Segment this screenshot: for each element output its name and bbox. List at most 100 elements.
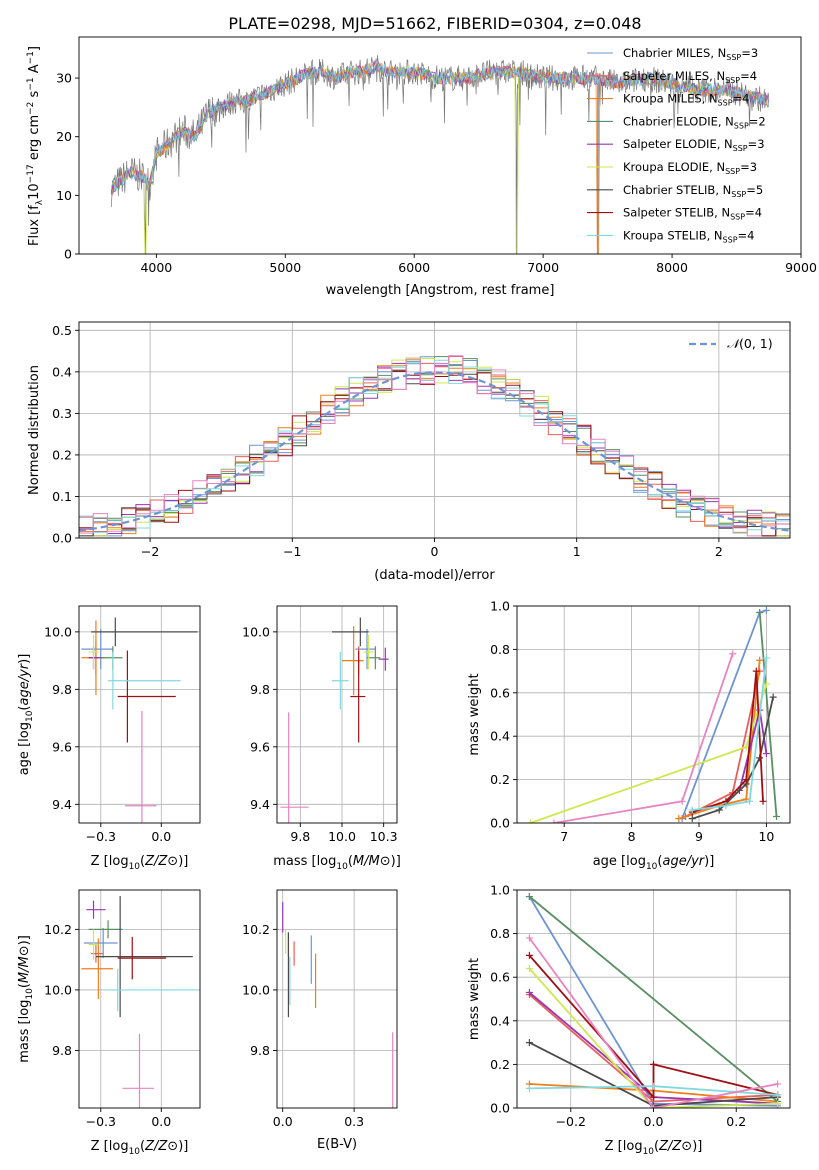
y-tick-label: 0.4 (490, 1013, 510, 1028)
x-axis-label: Z [log10(Z/Z⊙)] (605, 1139, 703, 1157)
mass-vs-extinction-panel: 0.0 0.3 9.8 10.0 10.2 E(B-V) (242, 889, 398, 1152)
y-tick-label: 9.8 (250, 682, 270, 697)
weight-marker-pink (525, 934, 533, 942)
y-tick-label: 1.0 (490, 599, 510, 614)
y-tick-label: 0.1 (52, 489, 72, 504)
weight-marker-salpeter_stelib (525, 951, 533, 959)
weight-marker-salpeter_elodie (525, 988, 533, 996)
weight-marker-salpeter_stelib (650, 1060, 657, 1068)
y-tick-label: 0.2 (490, 772, 510, 787)
legend-entry-kroupa_stelib: Kroupa STELIB, NSSP=4 (623, 228, 754, 244)
y-tick-label: 0.8 (490, 926, 510, 941)
x-tick-label: 0 (431, 544, 439, 559)
x-tick-label: 10.0 (328, 829, 356, 844)
y-tick-label: 0.6 (490, 685, 510, 700)
normal-reference-curve (79, 371, 790, 532)
weight-marker-chabrier_elodie (756, 609, 764, 617)
y-tick-label: 0.0 (490, 1101, 510, 1116)
y-tick-label: 0.8 (490, 642, 510, 657)
legend-entry-chabrier_miles: Chabrier MILES, NSSP=3 (623, 46, 758, 62)
y-tick-label: 9.8 (52, 1043, 72, 1058)
x-tick-label: −0.3 (86, 1114, 116, 1129)
y-tick-label: 10.0 (44, 982, 72, 997)
axes-frame (516, 605, 791, 824)
y-axis-label: mass weight (467, 958, 482, 1040)
weight-marker-pink (774, 1080, 782, 1088)
x-axis-label: mass [log10(M/M⊙)] (273, 854, 401, 872)
y-tick-label: 0.0 (490, 816, 510, 831)
weight-line-chabrier_elodie (528, 895, 779, 1103)
plot-area (81, 896, 198, 1108)
x-tick-label: 8 (628, 829, 636, 844)
age-vs-metallicity-panel: −0.3 0.0 9.4 9.6 9.8 10.0 Z [log10(Z/Z⊙)] age [… (17, 605, 201, 872)
weight-marker-pink (650, 1104, 657, 1108)
weight-line-pink (553, 653, 734, 823)
y-axis-label: mass weight (467, 673, 482, 755)
x-axis-label: Z [log10(Z/Z⊙)] (91, 1139, 189, 1157)
x-axis-label: age [log10(age/yr)] (593, 854, 715, 872)
y-tick-label: 0.4 (490, 729, 510, 744)
legend-entry-chabrier_elodie: Chabrier ELODIE, NSSP=2 (623, 114, 766, 130)
axes-frame (78, 889, 201, 1109)
weight-marker-salpeter_stelib (650, 1093, 657, 1101)
weight-marker-kroupa_stelib (525, 1084, 533, 1092)
x-axis-label: wavelength [Angstrom, rest frame] (326, 283, 555, 298)
x-tick-label: 2 (715, 544, 723, 559)
axes-frame (78, 605, 201, 824)
x-tick-label: 7 (560, 829, 568, 844)
weight-line-kroupa_stelib (692, 657, 768, 811)
legend-entry-kroupa_elodie: Kroupa ELODIE, NSSP=3 (623, 160, 757, 176)
weight-marker-pink (729, 650, 737, 658)
y-tick-label: 0.2 (490, 1057, 510, 1072)
weight-line-kroupa_miles (678, 660, 761, 820)
weight-vs-age-panel: 7 8 9 10 0.0 0.2 0.4 0.6 0.8 1.0 age [log10(age/yr… (467, 599, 791, 872)
axes-frame (78, 36, 802, 255)
mass-vs-metallicity-panel: −0.3 0.0 9.8 10.0 10.2 Z [log10(Z/Z⊙)] mass [l… (17, 889, 201, 1157)
x-tick-label: 7000 (527, 260, 559, 275)
axes-frame (276, 605, 398, 824)
y-tick-label: 9.8 (52, 682, 72, 697)
weight-marker-salpeter_stelib (759, 797, 767, 805)
weight-marker-kroupa_miles (756, 656, 764, 664)
y-tick-label: 0.5 (52, 323, 72, 338)
y-tick-label: 10.0 (44, 624, 72, 639)
y-axis-label: Flux [fλ10−17 erg cm−2 s−1 A−1] (26, 46, 45, 246)
weight-marker-chabrier_stelib (688, 815, 696, 823)
weight-marker-kroupa_stelib (688, 806, 696, 814)
legend-entry-normal: 𝒩(0, 1) (727, 336, 773, 351)
x-tick-label: 0.0 (644, 1114, 664, 1129)
y-tick-label: 10.0 (242, 624, 270, 639)
y-tick-label: 0.3 (52, 406, 72, 421)
x-tick-label: 9000 (785, 260, 817, 275)
y-tick-label: 10.0 (242, 982, 270, 997)
y-tick-label: 0 (64, 247, 72, 262)
axes-frame (276, 889, 398, 1109)
y-tick-label: 9.6 (250, 739, 270, 754)
y-tick-label: 0.6 (490, 970, 510, 985)
age-vs-mass-panel: 9.8 10.0 10.3 9.4 9.6 9.8 10.0 mass [log10(M/M⊙… (242, 605, 401, 872)
weight-marker-kroupa_stelib (650, 1082, 657, 1090)
weight-marker-chabrier_stelib (525, 1039, 533, 1047)
weight-marker-pink (678, 797, 686, 805)
weight-marker-chabrier_elodie (773, 812, 781, 820)
weight-line-salpeter_stelib (528, 954, 778, 1100)
model-spectrum-line-chabrier_miles (110, 64, 770, 196)
weight-line-kroupa_elodie (528, 967, 778, 1108)
plot-area (81, 617, 198, 823)
x-tick-label: 1 (573, 544, 581, 559)
plot-area (110, 55, 770, 254)
weight-vs-metallicity-panel: −0.2 0.0 0.2 0.0 0.2 0.4 0.6 0.8 1.0 Z [log10(Z/Z… (467, 883, 791, 1157)
weight-marker-salpeter_elodie (762, 750, 770, 758)
weight-marker-kroupa_stelib (774, 1091, 782, 1099)
weight-marker-kroupa_elodie (525, 964, 533, 972)
x-tick-label: −1 (283, 544, 301, 559)
y-axis-label: Normed distribution (27, 365, 42, 495)
y-axis-label: mass [log10(M/M⊙)] (17, 935, 35, 1063)
weight-marker-kroupa_miles (675, 815, 683, 823)
x-tick-label: 0.2 (726, 1114, 746, 1129)
legend-entry-salpeter_stelib: Salpeter STELIB, NSSP=4 (623, 206, 762, 222)
x-tick-label: 6000 (398, 260, 430, 275)
y-tick-label: 10.2 (44, 922, 72, 937)
weight-marker-chabrier_stelib (756, 754, 764, 762)
